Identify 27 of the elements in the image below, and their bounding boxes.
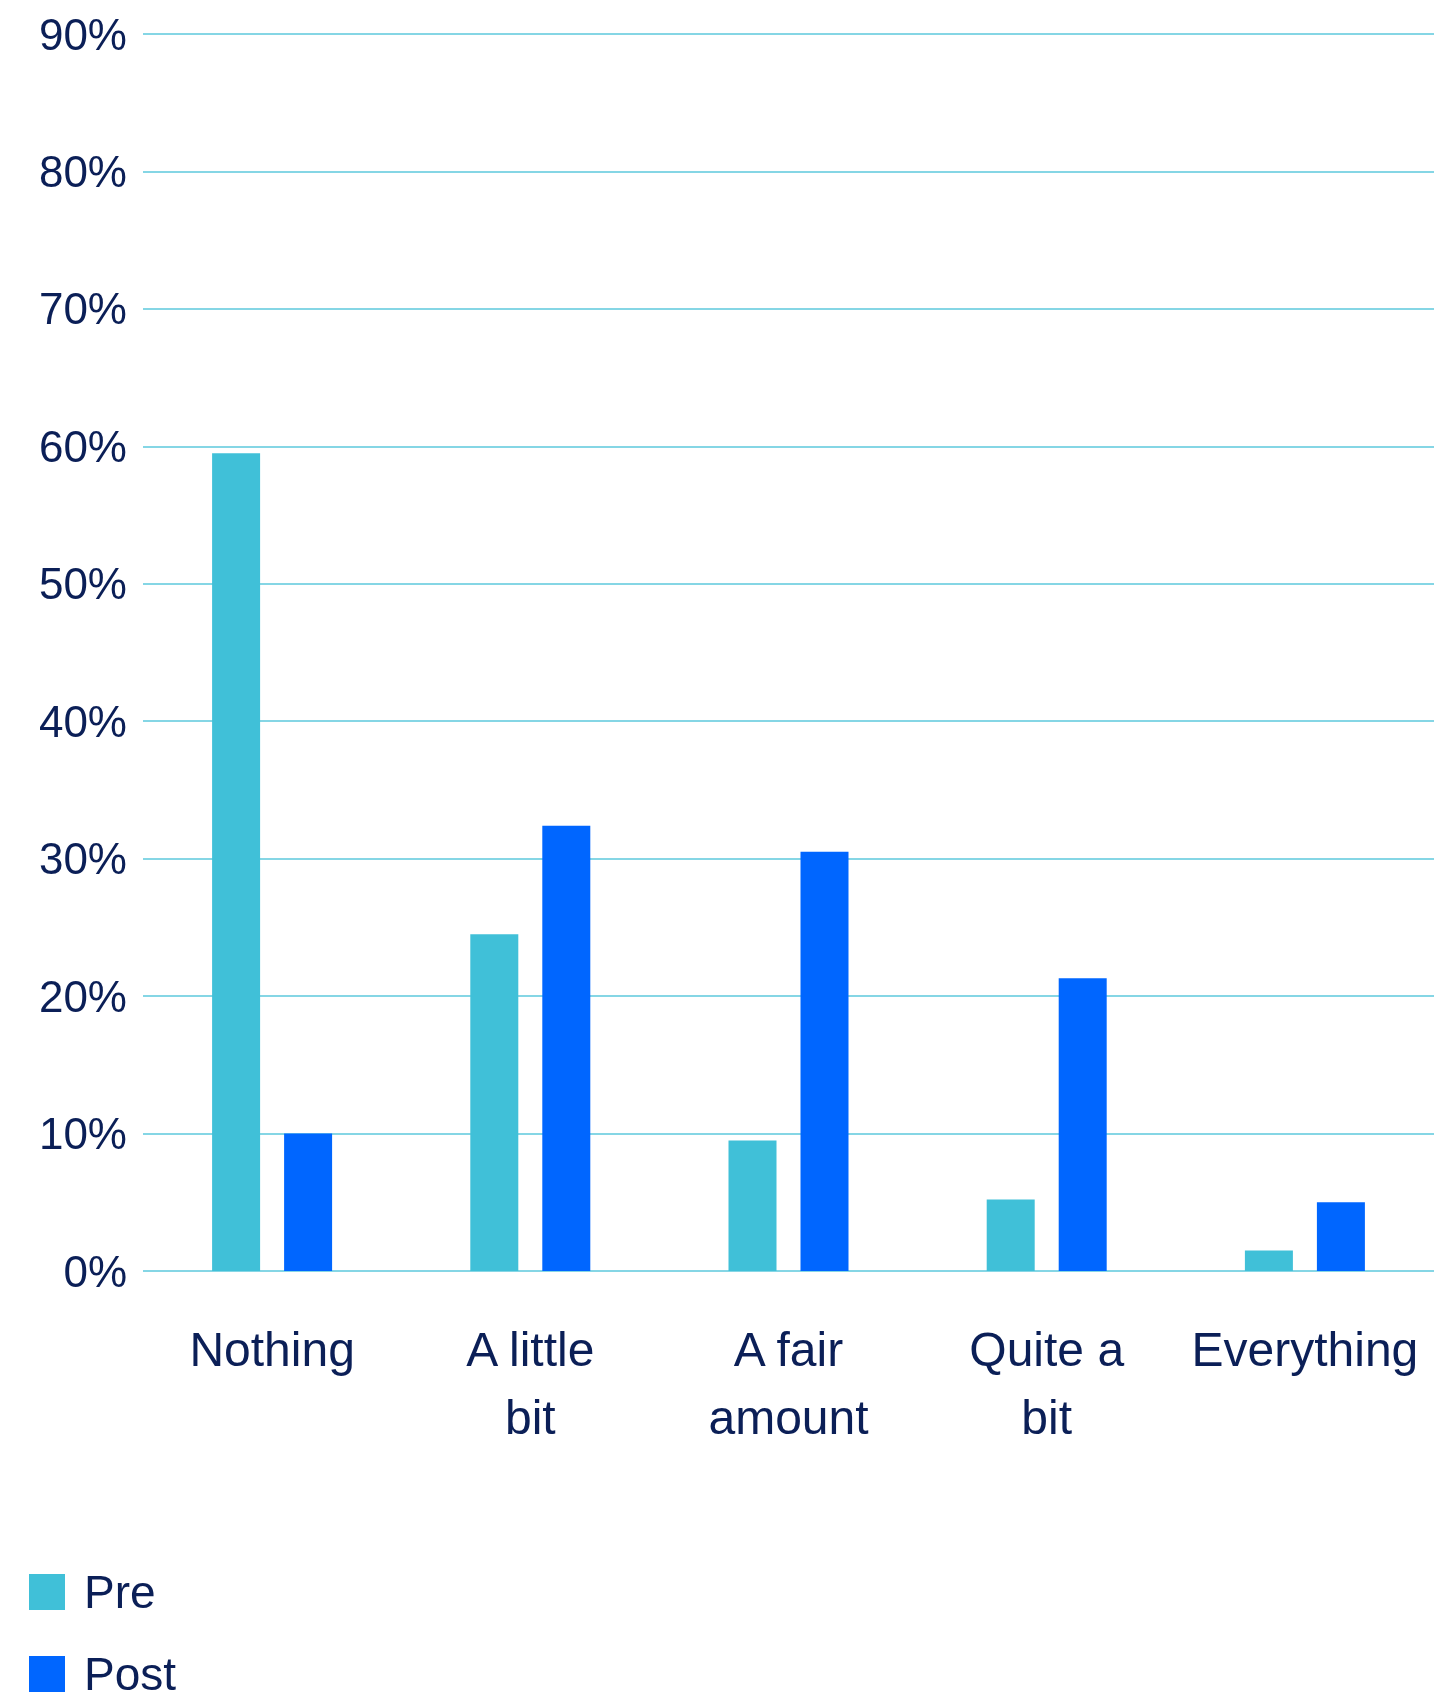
y-tick-label: 0% [63,1246,127,1296]
legend-label: Pre [84,1566,156,1618]
y-tick-label: 60% [38,421,127,471]
y-tick-label: 30% [38,834,127,884]
y-tick-label: 90% [38,9,127,59]
x-tick-label: A little bit [466,1322,595,1444]
y-tick-label: 40% [38,696,127,746]
bar [542,825,591,1271]
bar [284,1133,333,1271]
bar [986,1199,1035,1271]
y-tick-label: 20% [38,971,127,1021]
bar [1244,1250,1293,1271]
x-tick-label: Quite a bit [969,1322,1125,1444]
bar [800,851,849,1271]
x-tick-label: Nothing [189,1322,355,1376]
bar [470,934,519,1271]
y-tick-label: 80% [38,146,127,196]
bar [212,453,261,1271]
y-tick-label: 50% [38,559,127,609]
y-tick-label: 10% [38,1109,127,1159]
bar [728,1140,777,1271]
x-tick-label: Everything [1191,1322,1419,1376]
y-tick-label: 70% [38,284,127,334]
x-tick-label: A fair amount [708,1322,869,1444]
bar [1316,1202,1365,1271]
bar [1058,978,1107,1271]
legend-label: Post [84,1648,177,1700]
